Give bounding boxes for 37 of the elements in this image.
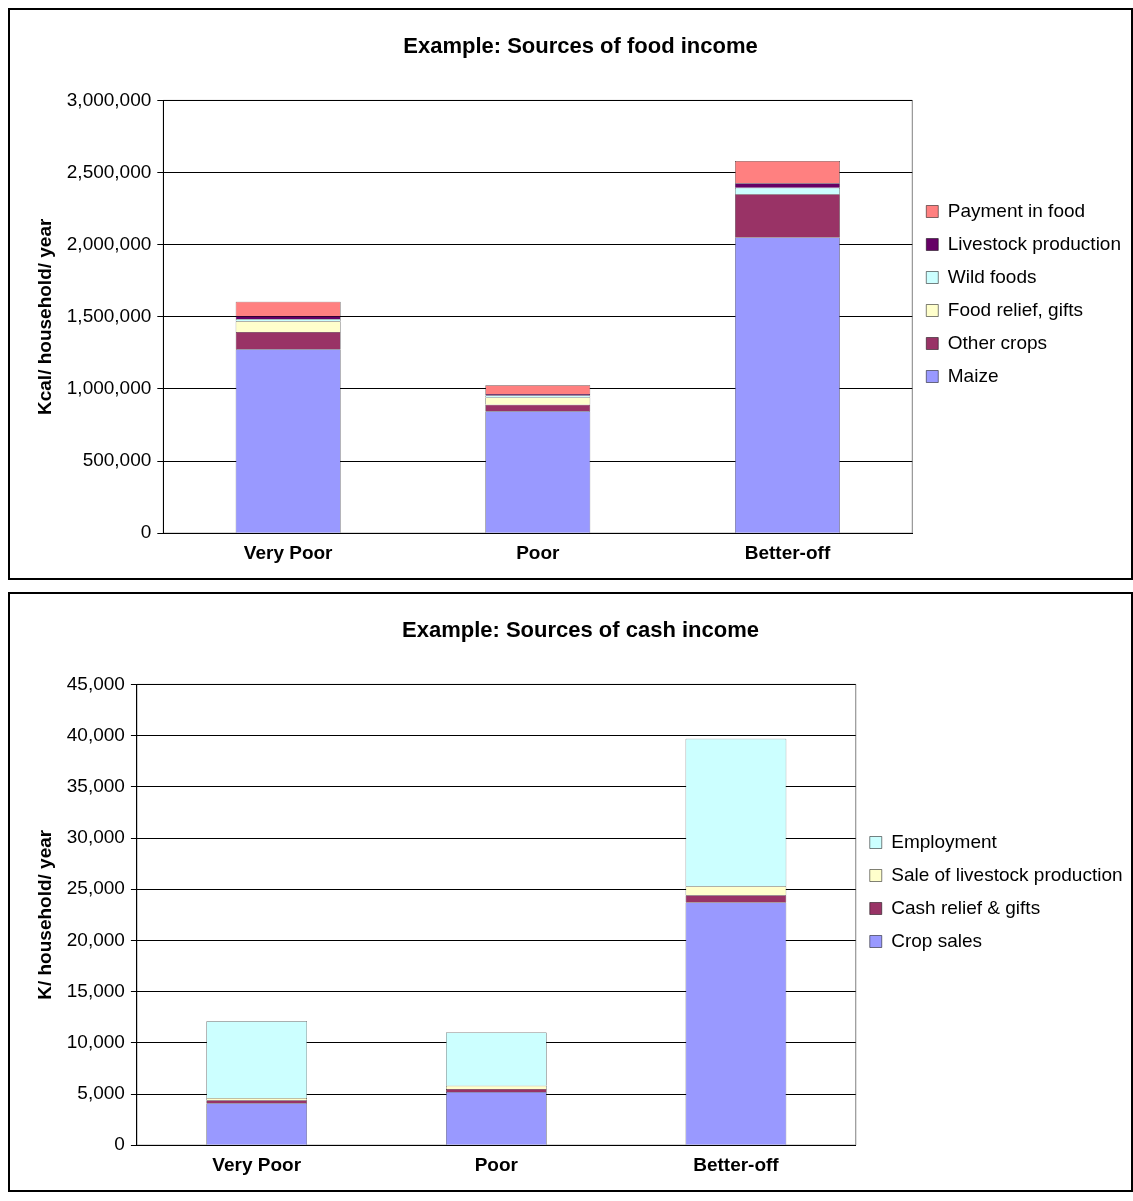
x-tick-label: Very Poor	[243, 541, 334, 563]
y-tick-label: 3,000,000	[66, 88, 152, 110]
y-tick-label: 20,000	[66, 928, 125, 950]
y-tick-label: 2,500,000	[66, 160, 152, 182]
y-tick-label: 0	[140, 521, 152, 543]
y-tick-label: 2,000,000	[66, 232, 152, 254]
y-tick-label: 30,000	[66, 826, 125, 848]
y-tick-label: 45,000	[66, 672, 125, 694]
y-tick-label: 25,000	[66, 877, 125, 899]
x-tick-label: Very Poor	[212, 1153, 302, 1175]
legend-label: Wild foods	[947, 265, 1037, 287]
legend-label: Payment in food	[947, 199, 1086, 221]
legend-label: Cash relief & gifts	[891, 896, 1041, 918]
y-tick-label: 40,000	[66, 723, 125, 745]
x-tick-label: Better-off	[744, 541, 831, 563]
legend-label: Other crops	[947, 331, 1048, 353]
chart-title: Example: Sources of food income	[403, 33, 758, 59]
x-tick-label: Poor	[516, 541, 561, 563]
y-tick-label: 0	[114, 1133, 125, 1155]
y-axis-title: K/ household/ year	[33, 829, 55, 1000]
legend-label: Crop sales	[891, 929, 983, 951]
y-tick-label: 500,000	[82, 449, 152, 471]
chart-title: Example: Sources of cash income	[401, 617, 760, 643]
x-tick-label: Better-off	[693, 1153, 780, 1175]
legend-label: Employment	[891, 830, 998, 852]
x-tick-label: Poor	[474, 1153, 519, 1175]
y-tick-label: 10,000	[66, 1031, 125, 1053]
legend-label: Maize	[947, 364, 999, 386]
legend-label: Food relief, gifts	[947, 298, 1083, 320]
y-axis-title: Kcal/ household/ year	[33, 218, 55, 415]
y-tick-label: 15,000	[66, 979, 125, 1001]
legend-label: Sale of livestock production	[891, 863, 1123, 885]
y-tick-label: 1,500,000	[66, 305, 152, 327]
y-tick-label: 1,000,000	[66, 377, 152, 399]
y-tick-label: 5,000	[77, 1082, 125, 1104]
legend-label: Livestock production	[947, 232, 1122, 254]
y-tick-label: 35,000	[66, 775, 125, 797]
